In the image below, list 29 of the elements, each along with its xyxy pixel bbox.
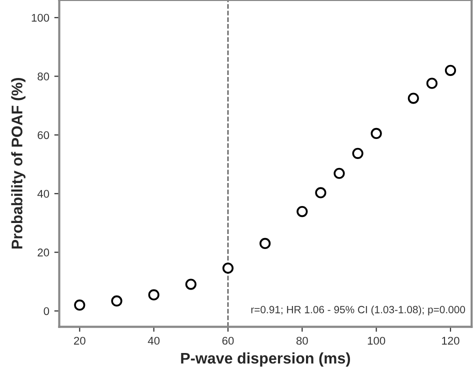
x-tick-label: 100	[368, 336, 386, 345]
y-tick-label: 80	[38, 72, 50, 80]
y-tick-label: 40	[37, 190, 50, 198]
x-tick-label: 120	[442, 336, 460, 345]
y-tick-label: 60	[38, 131, 50, 140]
x-tick-label: 40	[148, 336, 160, 345]
x-tick-label: 20	[74, 336, 86, 345]
point	[260, 238, 271, 250]
point	[296, 206, 308, 218]
annotation: r=0.91; HR 1.06 - 95% CI (1.03-1.08); p=0.000	[251, 306, 466, 316]
point	[444, 64, 456, 76]
y-tick-label: 100	[32, 14, 50, 22]
point	[352, 148, 364, 159]
point	[185, 278, 196, 290]
point	[408, 92, 419, 104]
point	[426, 78, 438, 89]
point	[148, 289, 160, 300]
point	[370, 128, 382, 140]
x-tick-label: 60	[222, 336, 234, 345]
point	[74, 300, 86, 311]
point	[111, 295, 122, 307]
y-tick-label: 20	[38, 248, 50, 256]
point	[222, 262, 234, 274]
x-axis-title: P-wave dispersion (ms)	[181, 352, 350, 367]
point	[334, 168, 345, 179]
point	[315, 187, 326, 198]
y-axis-title: Probability of POAF (%)	[11, 78, 26, 249]
y-tick-label: 0	[44, 307, 50, 316]
x-tick-label: 80	[296, 336, 308, 345]
